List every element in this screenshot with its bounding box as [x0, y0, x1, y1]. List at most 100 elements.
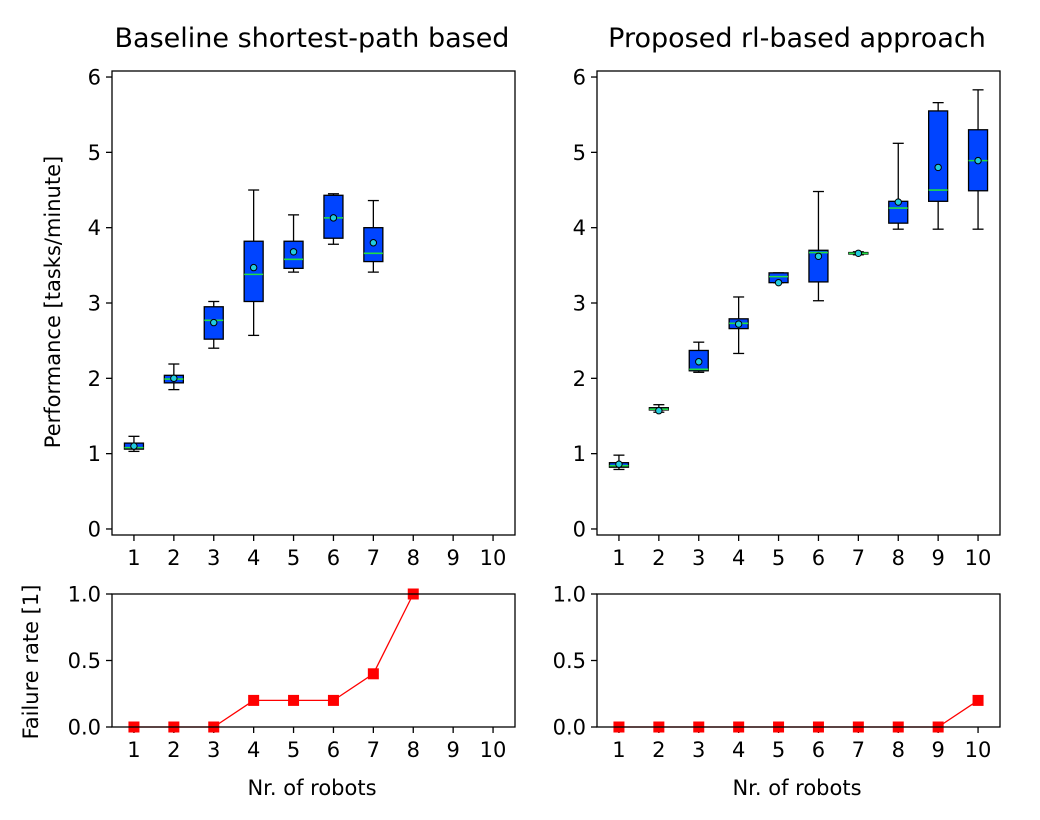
- failure-rate-line: [618, 699, 979, 728]
- title-baseline: Baseline shortest-path based: [115, 23, 510, 54]
- y-tick-label: 2: [88, 367, 101, 391]
- y-tick-label: 6: [573, 66, 586, 90]
- x-tick-label: 10: [480, 546, 507, 570]
- box-group-6: [323, 193, 344, 245]
- x-tick-label: 5: [772, 546, 785, 570]
- x-tick-label: 1: [127, 738, 140, 762]
- box-group-7: [363, 199, 384, 273]
- y-tick-label: 4: [573, 216, 586, 240]
- y-tick-label: 0.5: [68, 649, 101, 673]
- x-tick-label: 10: [965, 546, 992, 570]
- y-tick-label: 6: [88, 66, 101, 90]
- y-tick-label: 1.0: [68, 583, 101, 607]
- xlabel-baseline: Nr. of robots: [247, 776, 376, 800]
- x-tick-label: 1: [127, 546, 140, 570]
- box-group-5: [768, 272, 789, 287]
- x-tick-label: 4: [247, 546, 260, 570]
- ylabel-performance: Performance [tasks/minute]: [41, 156, 65, 448]
- x-tick-label: 2: [167, 738, 180, 762]
- failure-rate-marker: [972, 694, 984, 706]
- x-tick-label: 5: [772, 738, 785, 762]
- x-tick-label: 2: [652, 546, 665, 570]
- y-tick-label: 1: [88, 442, 101, 466]
- x-tick-label: 8: [892, 546, 905, 570]
- ylabel-failure-rate: Failure rate [1]: [19, 585, 43, 740]
- x-tick-label: 9: [931, 738, 944, 762]
- proposed-failure-rate-plot: 1 2 3 4 5 6 7 8 9 10 0.0 0.5 1.0: [553, 583, 1001, 762]
- x-tick-label: 7: [367, 546, 380, 570]
- failure-rate-marker: [327, 694, 339, 706]
- x-tick-label: 5: [287, 738, 300, 762]
- y-tick-label: 0.5: [553, 649, 586, 673]
- failure-rate-marker: [367, 668, 379, 680]
- mean-marker: [695, 358, 703, 366]
- x-tick-label: 2: [167, 546, 180, 570]
- axes-frame: [596, 70, 1001, 536]
- y-tick-label: 0: [573, 517, 586, 541]
- axes-frame: [596, 593, 1001, 728]
- box-group-7: [848, 249, 869, 257]
- x-tick-label: 10: [480, 738, 507, 762]
- y-tick-label: 5: [88, 141, 101, 165]
- mean-marker: [974, 156, 982, 165]
- box-group-8: [888, 142, 909, 230]
- y-tick-label: 1: [573, 442, 586, 466]
- box-group-5: [283, 214, 304, 273]
- box-group-10: [967, 89, 989, 230]
- x-tick-label: 7: [852, 546, 865, 570]
- mean-marker: [615, 460, 623, 468]
- x-tick-label: 1: [612, 546, 625, 570]
- mean-marker: [655, 407, 663, 415]
- x-tick-label: 5: [287, 546, 300, 570]
- mean-marker: [369, 239, 378, 247]
- mean-marker: [854, 249, 863, 257]
- x-tick-label: 6: [327, 546, 340, 570]
- y-tick-label: 4: [88, 216, 101, 240]
- box-group-1: [123, 435, 145, 453]
- x-tick-label: 6: [327, 738, 340, 762]
- x-tick-label: 7: [852, 738, 865, 762]
- x-tick-label: 10: [965, 738, 992, 762]
- x-tick-label: 4: [732, 546, 745, 570]
- x-tick-label: 2: [652, 738, 665, 762]
- x-tick-label: 3: [692, 546, 705, 570]
- xlabel-proposed: Nr. of robots: [732, 776, 861, 800]
- y-tick-label: 0: [88, 517, 101, 541]
- x-tick-label: 8: [407, 738, 420, 762]
- mean-marker: [210, 318, 218, 327]
- box-group-3: [203, 300, 224, 349]
- title-proposed: Proposed rl-based approach: [608, 23, 986, 54]
- mean-marker: [289, 248, 298, 256]
- x-tick-label: 4: [732, 738, 745, 762]
- mean-marker: [934, 163, 942, 172]
- y-tick-label: 0.0: [553, 716, 586, 740]
- y-tick-label: 0.0: [68, 716, 101, 740]
- box-group-4: [728, 296, 749, 355]
- mean-marker: [249, 263, 258, 272]
- x-tick-label: 6: [812, 546, 825, 570]
- y-tick-label: 1.0: [553, 583, 586, 607]
- box-group-1: [608, 454, 630, 471]
- x-tick-label: 8: [407, 546, 420, 570]
- axes-frame: [111, 593, 516, 728]
- baseline-failure-rate-plot: 1 2 3 4 5 6 7 8 9 10 0.0 0.5 1.0: [68, 583, 516, 762]
- mean-marker: [774, 278, 783, 287]
- y-tick-label: 3: [573, 292, 586, 316]
- mean-marker: [130, 442, 138, 450]
- y-tick-label: 5: [573, 141, 586, 165]
- mean-marker: [814, 252, 823, 260]
- baseline-performance-boxplot: 1 2 3 4 5 6 7 8 9 10 0 1 2 3 4 5 6: [88, 66, 516, 570]
- x-tick-label: 6: [812, 738, 825, 762]
- mean-marker: [894, 198, 902, 206]
- proposed-performance-boxplot: 1 2 3 4 5 6 7 8 9 10 0 1 2 3 4 5 6: [573, 66, 1001, 570]
- box: [928, 110, 949, 202]
- box: [243, 240, 264, 303]
- box-group-6: [808, 190, 829, 302]
- x-tick-label: 7: [367, 738, 380, 762]
- box-group-2: [648, 404, 669, 415]
- failure-rate-line: [133, 593, 414, 728]
- mean-marker: [170, 374, 178, 383]
- box-group-2: [163, 363, 184, 391]
- x-tick-label: 3: [207, 738, 220, 762]
